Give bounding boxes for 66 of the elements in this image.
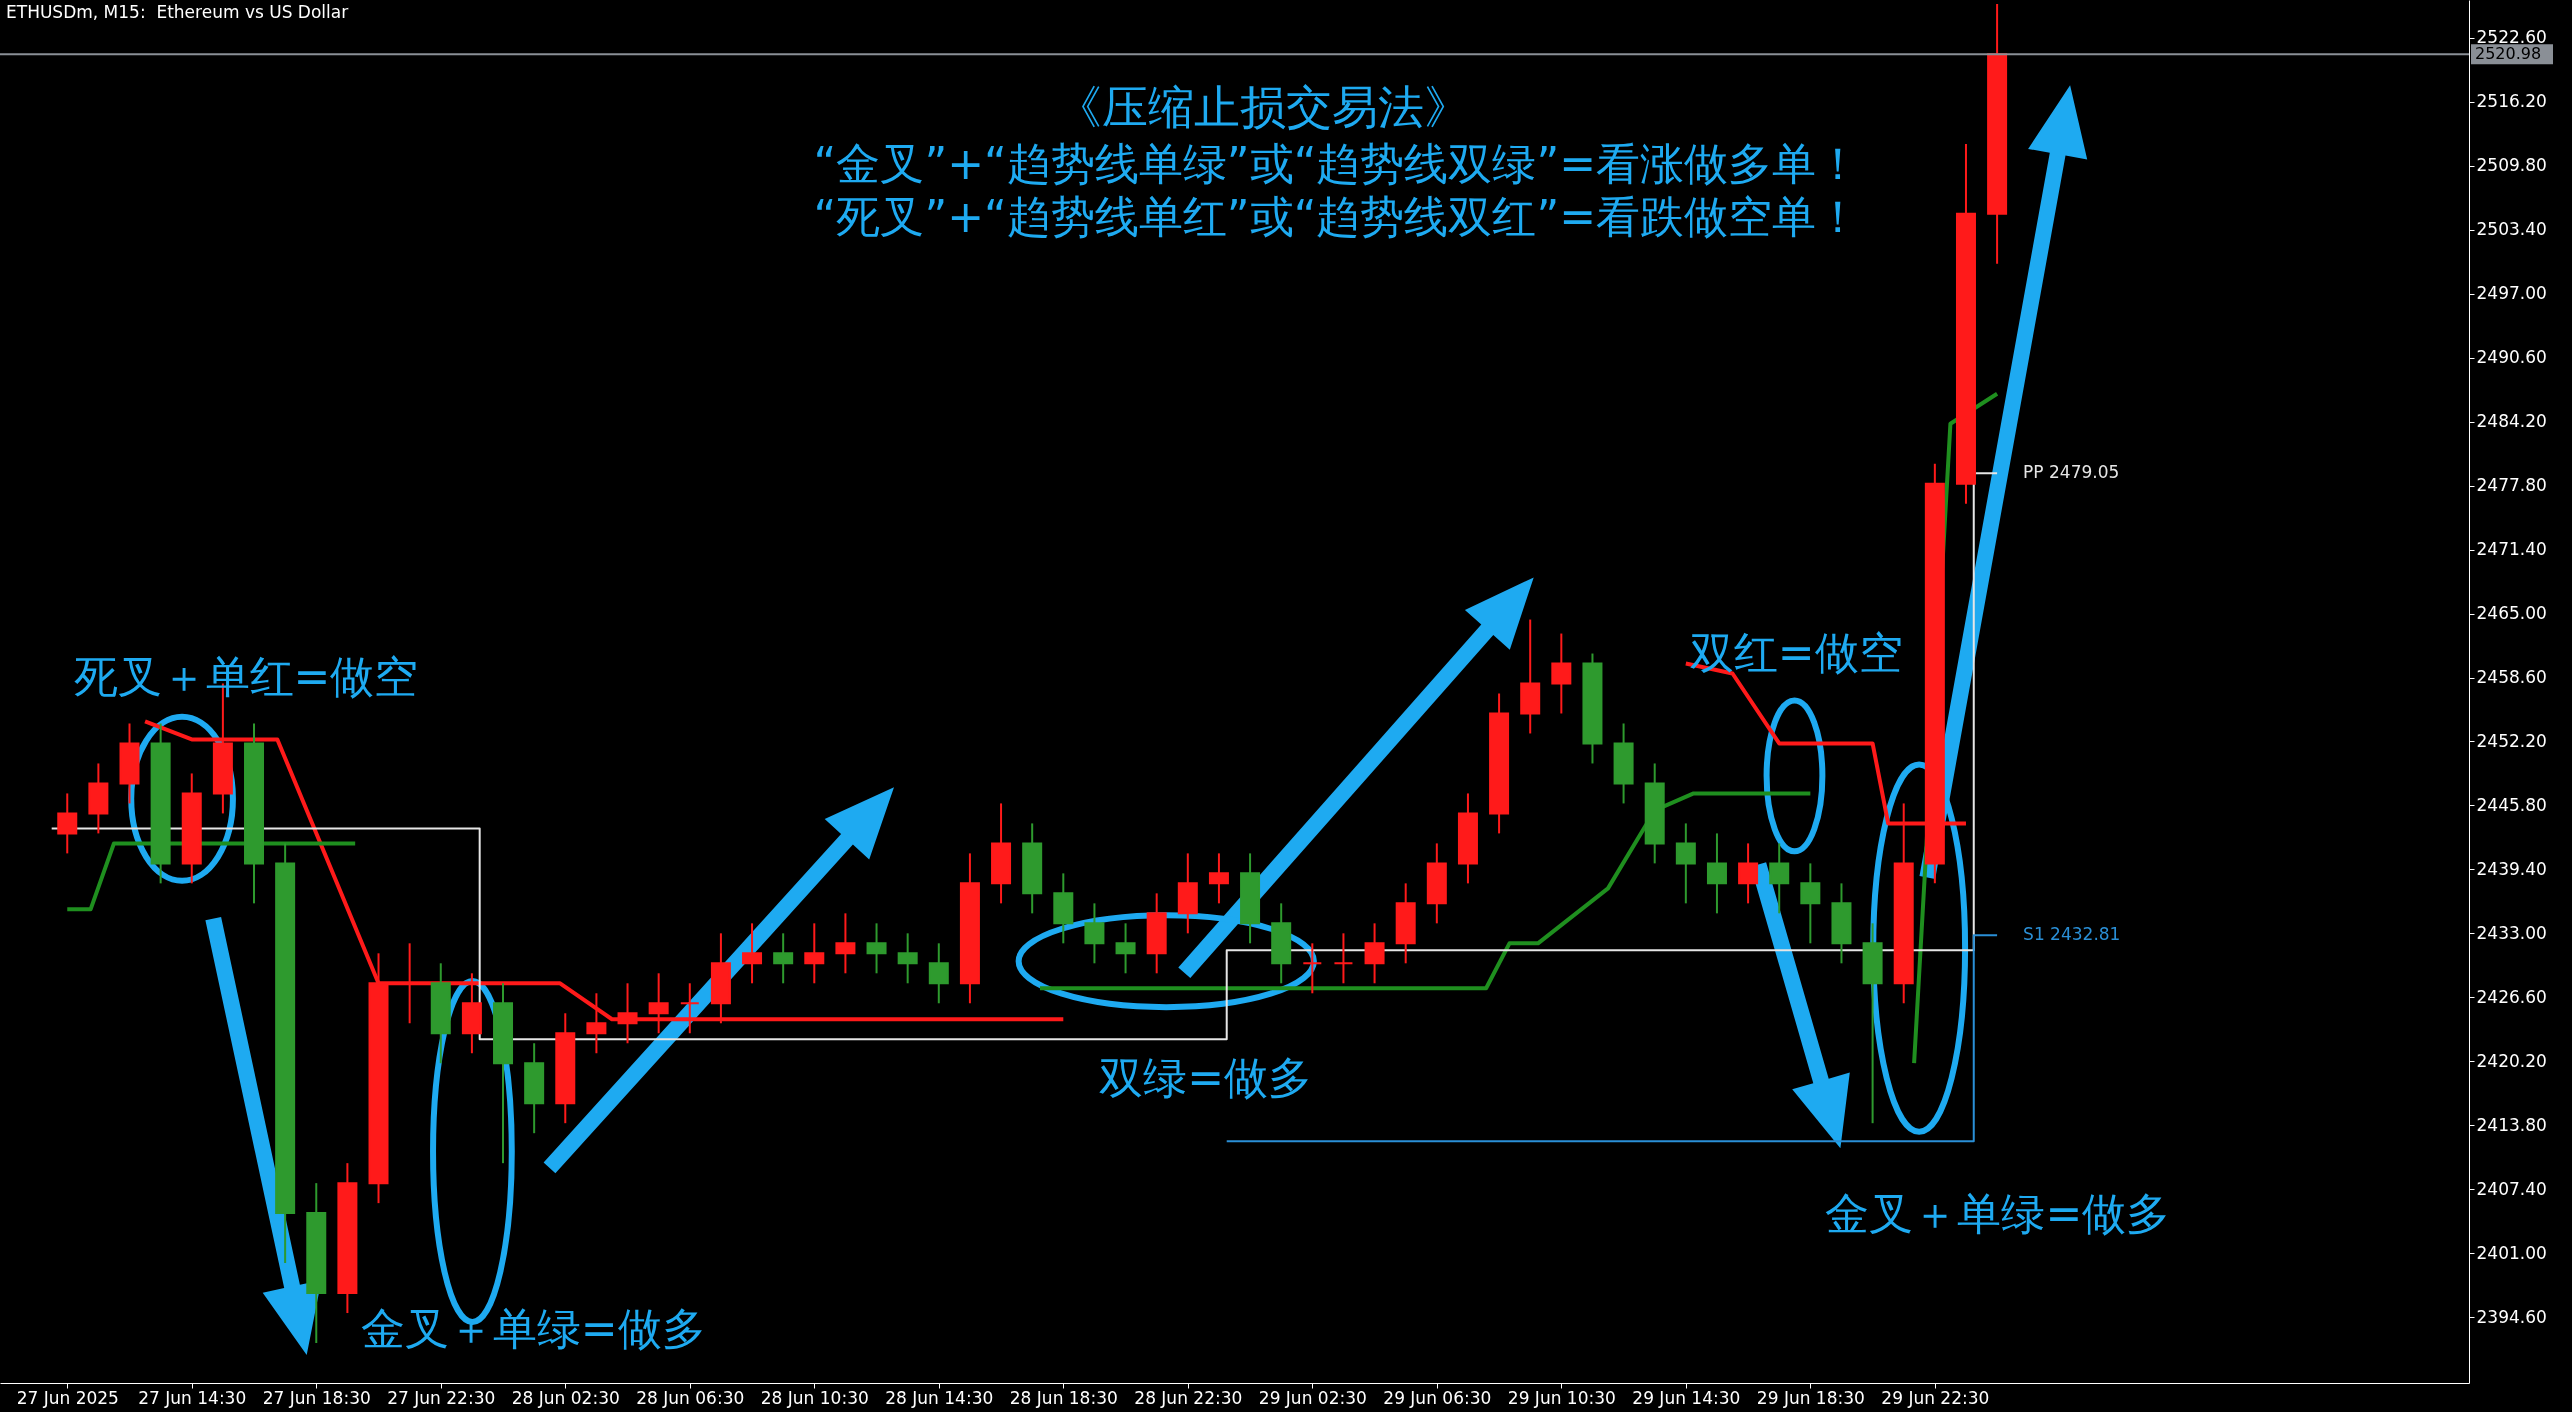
y-tick-label: 2445.80 xyxy=(2476,794,2547,815)
annotation: “金叉”+“趋势线单绿”或“趋势线双绿”=看涨做多单！ xyxy=(813,137,1861,189)
x-tick-label: 29 Jun 22:30 xyxy=(1881,1387,1990,1408)
candlestick xyxy=(773,932,794,985)
y-tick-label: 2490.60 xyxy=(2476,347,2547,368)
candlestick xyxy=(1084,902,1105,965)
candlestick xyxy=(57,792,78,855)
annotation: 双绿=做多 xyxy=(1099,1051,1313,1103)
y-tick-label: 2394.60 xyxy=(2476,1306,2547,1327)
x-tick-label: 28 Jun 02:30 xyxy=(511,1387,620,1408)
candlestick xyxy=(866,922,887,975)
candlestick xyxy=(835,912,856,975)
annotation: 金叉＋单绿=做多 xyxy=(1825,1187,2171,1239)
chart-title: ETHUSDm, M15: Ethereum vs US Dollar xyxy=(6,2,349,22)
y-tick-label: 2509.80 xyxy=(2476,155,2547,176)
y-tick-label: 2452.20 xyxy=(2476,730,2547,751)
x-tick-label: 27 Jun 2025 xyxy=(16,1387,119,1408)
y-tick-label: 2516.20 xyxy=(2476,91,2547,112)
series-label: S1 2432.81 xyxy=(2023,924,2121,945)
y-tick-label: 2497.00 xyxy=(2476,283,2547,304)
y-tick-label: 2465.00 xyxy=(2476,603,2547,624)
candlestick xyxy=(804,922,825,985)
x-tick-label: 29 Jun 06:30 xyxy=(1383,1387,1492,1408)
y-tick-label: 2484.20 xyxy=(2476,411,2547,432)
candlestick xyxy=(1333,932,1354,985)
candlestick xyxy=(742,922,763,985)
annotation: 死叉＋单红=做空 xyxy=(73,651,419,703)
annotation: “死叉”+“趋势线单红”或“趋势线双红”=看跌做空单！ xyxy=(813,190,1861,242)
x-tick-label: 27 Jun 18:30 xyxy=(262,1387,371,1408)
y-tick-label: 2433.00 xyxy=(2476,922,2547,943)
candlestick xyxy=(1800,862,1821,945)
x-tick-label: 28 Jun 10:30 xyxy=(760,1387,869,1408)
y-tick-label: 2471.40 xyxy=(2476,539,2547,560)
candlestick xyxy=(1675,822,1696,905)
candlestick xyxy=(928,942,949,1005)
series-label: PP 2479.05 xyxy=(2023,462,2120,483)
x-tick-label: 29 Jun 18:30 xyxy=(1756,1387,1865,1408)
annotation: 《压缩止损交易法》 xyxy=(1056,79,1471,134)
x-tick-label: 29 Jun 14:30 xyxy=(1632,1387,1741,1408)
x-tick-label: 28 Jun 22:30 xyxy=(1134,1387,1243,1408)
x-tick-label: 29 Jun 02:30 xyxy=(1258,1387,1367,1408)
candlestick xyxy=(1115,922,1136,975)
y-tick-label: 2407.40 xyxy=(2476,1178,2547,1199)
candlestick xyxy=(1706,832,1727,915)
y-tick-label: 2420.20 xyxy=(2476,1050,2547,1071)
x-tick-label: 29 Jun 10:30 xyxy=(1507,1387,1616,1408)
candlestick xyxy=(1208,852,1229,905)
candlestick xyxy=(1364,922,1385,985)
y-tick-label: 2503.40 xyxy=(2476,219,2547,240)
y-tick-label: 2413.80 xyxy=(2476,1114,2547,1135)
y-tick-label: 2426.60 xyxy=(2476,986,2547,1007)
candlestick xyxy=(897,932,918,985)
x-tick-label: 28 Jun 06:30 xyxy=(636,1387,745,1408)
x-tick-label: 28 Jun 18:30 xyxy=(1009,1387,1118,1408)
y-tick-label: 2477.80 xyxy=(2476,475,2547,496)
x-tick-label: 27 Jun 22:30 xyxy=(387,1387,496,1408)
candlestick xyxy=(1769,842,1790,915)
annotation: 双红=做空 xyxy=(1689,626,1903,678)
candlestick xyxy=(1738,842,1759,905)
x-tick-label: 27 Jun 14:30 xyxy=(138,1387,247,1408)
x-tick-label: 28 Jun 14:30 xyxy=(885,1387,994,1408)
y-tick-label: 2439.40 xyxy=(2476,858,2547,879)
y-tick-label: 2401.00 xyxy=(2476,1242,2547,1263)
candlestick xyxy=(1302,942,1323,995)
candlestick xyxy=(1551,632,1572,715)
y-tick-label: 2458.60 xyxy=(2476,667,2547,688)
